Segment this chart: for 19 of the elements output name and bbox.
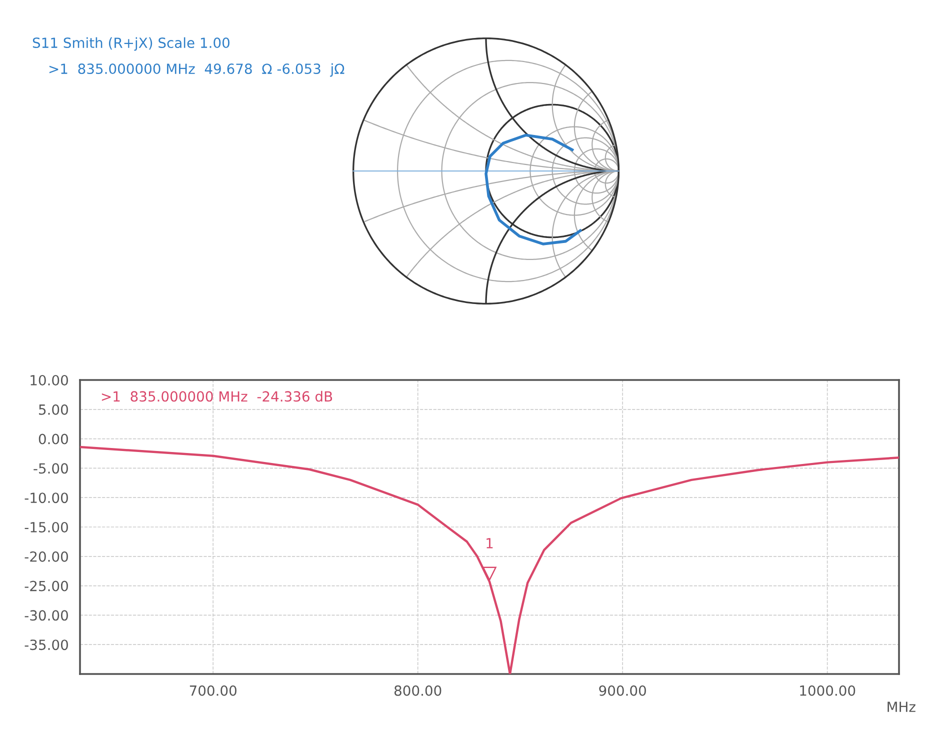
y-tick-label: 10.00: [30, 374, 68, 386]
x-tick-label: 1000.00: [800, 685, 856, 696]
y-tick-label: -10.00: [24, 492, 68, 504]
y-tick-label: 5.00: [39, 404, 68, 415]
x-tick-label: 700.00: [190, 685, 236, 696]
y-tick-label: -30.00: [24, 610, 68, 621]
y-tick-label: -25.00: [24, 580, 68, 592]
annotation: 1: [486, 538, 493, 548]
y-tick-label: -15.00: [24, 522, 68, 532]
y-tick-label: -20.00: [24, 551, 68, 562]
x-axis-title: MHz: [888, 702, 916, 712]
x-tick-label: 900.00: [599, 685, 646, 696]
text: S11 Smith (R+jX) Scale 1.00: [32, 37, 230, 51]
y-tick-label: -5.00: [34, 463, 68, 474]
y-tick-label: -35.00: [24, 640, 68, 650]
annotation: >1 835.000000 MHz -24.336 dB: [102, 390, 332, 402]
text: >1 835.000000 MHz 49.678 Ω -6.053 jΩ: [49, 63, 344, 77]
x-tick-label: 800.00: [394, 685, 442, 696]
y-tick-label: 0.00: [38, 434, 68, 444]
